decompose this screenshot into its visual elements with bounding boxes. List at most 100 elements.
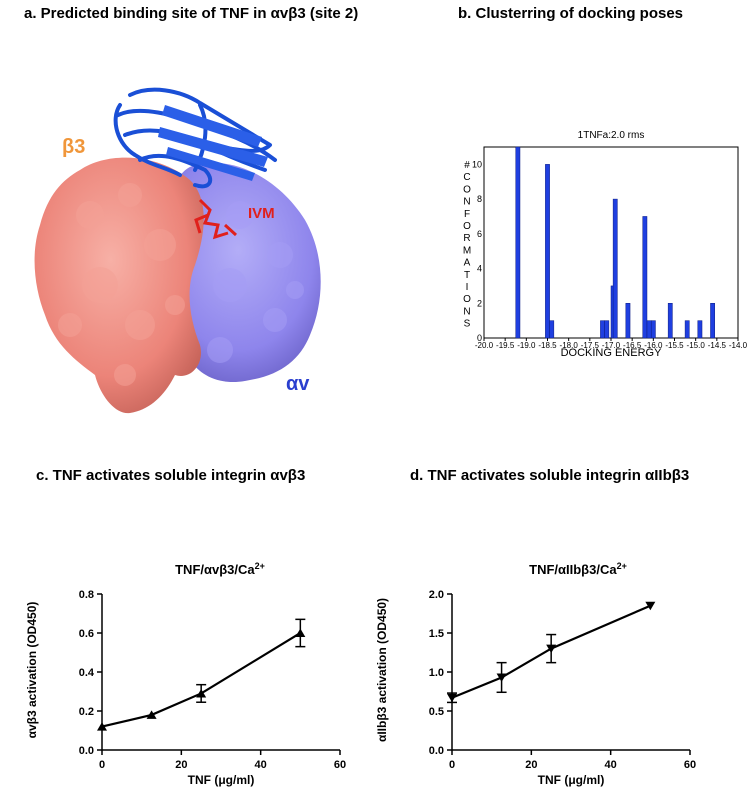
- panel-c-title: c. TNF activates soluble integrin αvβ3: [36, 467, 306, 484]
- chart-b-xtick-label: -16.5: [623, 341, 642, 350]
- chart-b-ylabel-letter: A: [464, 258, 471, 269]
- alpha-v-surface-texture: [207, 201, 304, 363]
- chart-c-axes: 0.0 0.2 0.4 0.6 0.8 0 20 40 60: [79, 589, 346, 771]
- chart-d-ytick-label: 1.0: [429, 667, 444, 679]
- chart-b-ytick-label: 2: [477, 298, 482, 308]
- avb3-activation-chart: TNF/αvβ3/Ca2+ TNF (μg/ml) αvβ3 activatio…: [25, 561, 346, 787]
- chart-b-ytick-label: 6: [477, 229, 482, 239]
- chart-d-data-point: [645, 601, 656, 611]
- chart-b-bar: [684, 320, 690, 339]
- chart-b-bar: [642, 216, 648, 339]
- panel-a-title: a. Predicted binding site of TNF in αvβ3…: [24, 5, 359, 22]
- chart-d-data-point: [496, 673, 507, 682]
- chart-b-bar: [710, 303, 715, 339]
- chart-c-series-line: [101, 632, 301, 728]
- chart-b-xlabel: DOCKING ENERGY: [561, 347, 663, 359]
- chart-b-xtick-label: -18.5: [538, 341, 557, 350]
- panel-b-title: b. Clusterring of docking poses: [458, 5, 684, 22]
- chart-b-xtick-label: -17.5: [581, 341, 600, 350]
- chart-b-ytick-label: 10: [472, 159, 482, 169]
- chart-d-series-line: [451, 604, 651, 699]
- alpha-v-label: αv: [286, 373, 310, 395]
- chart-d-ytick-label: 0.0: [429, 745, 444, 757]
- chart-b-bar: [545, 164, 550, 339]
- chart-c-xtick-label: 20: [175, 759, 187, 771]
- chart-b-xtick-label: -17.0: [602, 341, 621, 350]
- chart-c-xtick-label: 60: [334, 759, 346, 771]
- chart-d-ytick-label: 2.0: [429, 589, 444, 601]
- chart-c-xtick-label: 0: [99, 759, 105, 771]
- chart-b-bar: [646, 320, 652, 339]
- chart-b-ylabel-letter: S: [464, 319, 471, 330]
- chart-d-xtick-label: 0: [449, 759, 455, 771]
- chart-c-data-point: [97, 722, 107, 731]
- chart-d-xlabel: TNF (μg/ml): [538, 773, 605, 787]
- chart-b-bars: [515, 146, 715, 339]
- chart-d-ylabel: αIIbβ3 activation (OD450): [375, 598, 389, 742]
- chart-b-ylabel-letter: N: [463, 306, 470, 317]
- ivm-label: IVM: [248, 205, 275, 222]
- chart-b-xtick-label: -20.0: [475, 341, 494, 350]
- chart-b-xtick-label: -14.5: [708, 341, 727, 350]
- chart-b-xticks: -20.0 -19.5 -19.0 -18.5 -18.0 -17.5 -17.0 -16.5…: [475, 338, 748, 350]
- beta3-label: β3: [62, 136, 85, 158]
- chart-d-title: TNF/αIIbβ3/Ca2+: [529, 561, 627, 577]
- chart-b-bar: [612, 198, 618, 339]
- chart-c-xlabel: TNF (μg/ml): [188, 773, 255, 787]
- chart-d-xtick-label: 40: [605, 759, 617, 771]
- chart-b-xtick-label: -19.5: [496, 341, 515, 350]
- chart-d-axes: 0.0 0.5 1.0 1.5 2.0 0 20 40 60: [429, 589, 696, 771]
- chart-c-title-main: TNF/αvβ3/Ca: [175, 562, 255, 577]
- chart-b-xtick-label: -15.5: [665, 341, 684, 350]
- chart-c-xtick-label: 40: [255, 759, 267, 771]
- chart-b-xtick-label: -19.0: [517, 341, 536, 350]
- chart-d-xtick-label: 60: [684, 759, 696, 771]
- chart-b-bar: [600, 320, 605, 339]
- chart-b-bar: [515, 146, 521, 339]
- chart-d-title-main: TNF/αIIbβ3/Ca: [529, 562, 617, 577]
- chart-d-title-sup: 2+: [617, 561, 627, 571]
- chart-c-ytick-label: 0.6: [79, 628, 94, 640]
- chart-b-ytick-label: 8: [477, 194, 482, 204]
- chart-b-bar: [625, 303, 631, 339]
- chart-c-data-point: [146, 710, 157, 719]
- docking-histogram: 1TNFa:2.0 rms DOCKING ENERGY #CONFORMATI…: [463, 130, 748, 359]
- chart-c-data-point: [196, 688, 207, 698]
- chart-b-ylabel-letter: T: [464, 270, 470, 281]
- chart-d-ytick-label: 1.5: [429, 628, 444, 640]
- chart-d-xtick-label: 20: [525, 759, 537, 771]
- chart-b-xtick-label: -15.0: [687, 341, 706, 350]
- chart-b-ylabel-letter: F: [464, 209, 470, 220]
- chart-b-bar: [667, 303, 673, 339]
- aiibb3-activation-chart: TNF/αIIbβ3/Ca2+ TNF (μg/ml) αIIbβ3 activ…: [375, 561, 696, 787]
- chart-b-ylabel-letter: I: [466, 282, 469, 293]
- chart-b-ytick-label: 4: [477, 264, 482, 274]
- chart-d-data-point: [546, 644, 557, 654]
- beta3-surface-texture: [58, 183, 185, 386]
- chart-b-bar: [549, 320, 555, 339]
- chart-b-ylabel-letter: #: [464, 160, 470, 171]
- chart-c-data-point: [295, 628, 306, 637]
- chart-b-xtick-label: -18.0: [560, 341, 579, 350]
- beta3-surface: [34, 157, 204, 414]
- chart-b-ylabel-letter: C: [463, 172, 470, 183]
- panel-d-title: d. TNF activates soluble integrin αIIbβ3: [410, 467, 690, 484]
- chart-d-data-point: [447, 693, 457, 703]
- chart-b-bar: [697, 320, 703, 339]
- chart-c-plot: [97, 618, 306, 731]
- chart-b-xtick-label: -16.0: [644, 341, 663, 350]
- chart-b-ylabel-letter: O: [463, 184, 471, 195]
- chart-b-ytick-label: 0: [477, 333, 482, 343]
- protein-structure-figure: β3 αv IVM: [34, 87, 321, 414]
- chart-b-bar: [650, 320, 656, 339]
- chart-b-bar: [604, 320, 610, 339]
- chart-b-title: 1TNFa:2.0 rms: [578, 130, 645, 141]
- chart-c-ytick-label: 0.2: [79, 706, 94, 718]
- ivm-ligand: [194, 198, 238, 240]
- chart-c-title: TNF/αvβ3/Ca2+: [175, 561, 265, 577]
- chart-b-ylabel-letter: M: [463, 245, 471, 256]
- chart-b-xtick-label: -14.0: [729, 341, 748, 350]
- chart-c-ylabel: αvβ3 activation (OD450): [25, 602, 39, 739]
- chart-b-ylabel-letter: O: [463, 294, 471, 305]
